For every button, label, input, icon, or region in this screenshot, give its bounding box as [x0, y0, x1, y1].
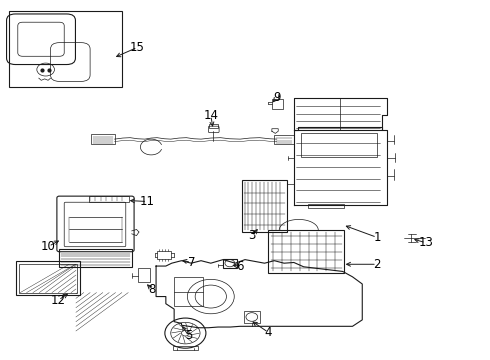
Text: 11: 11: [140, 195, 155, 208]
Bar: [308, 204, 344, 208]
Bar: [59, 249, 132, 267]
Text: 6: 6: [236, 260, 244, 273]
Bar: [274, 135, 294, 144]
Text: 13: 13: [418, 236, 433, 249]
Text: 7: 7: [188, 256, 195, 269]
Text: 9: 9: [273, 91, 280, 104]
Text: 3: 3: [248, 229, 256, 242]
Bar: [223, 258, 237, 267]
Bar: [172, 346, 198, 350]
Text: 12: 12: [51, 294, 66, 307]
Bar: [269, 230, 344, 273]
Bar: [301, 134, 377, 157]
Text: 8: 8: [148, 283, 156, 296]
Bar: [209, 124, 218, 128]
Text: 4: 4: [265, 326, 272, 339]
Bar: [91, 134, 115, 144]
Bar: [19, 264, 77, 293]
Bar: [89, 197, 129, 202]
Text: 2: 2: [373, 258, 381, 271]
Bar: [16, 261, 80, 296]
Text: 5: 5: [185, 329, 193, 342]
Bar: [242, 180, 287, 232]
Text: 15: 15: [130, 41, 145, 54]
Text: 10: 10: [41, 240, 56, 253]
Bar: [272, 99, 283, 109]
Text: 1: 1: [373, 231, 381, 244]
Bar: [244, 311, 260, 323]
Bar: [174, 277, 203, 306]
Bar: [157, 251, 171, 259]
Circle shape: [165, 318, 206, 348]
Bar: [9, 12, 122, 87]
Bar: [138, 268, 150, 282]
Text: 14: 14: [203, 109, 219, 122]
